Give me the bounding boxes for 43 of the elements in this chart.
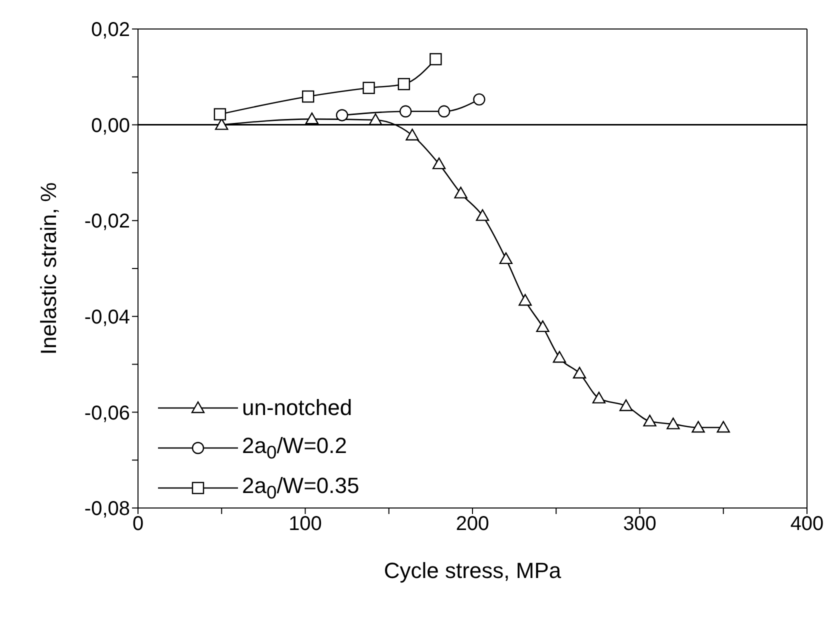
point xyxy=(214,108,226,120)
point xyxy=(716,420,730,433)
point xyxy=(536,320,550,332)
y-tick-label: -0,06 xyxy=(84,402,130,424)
point xyxy=(302,90,314,103)
point xyxy=(692,420,705,433)
point xyxy=(454,186,468,198)
point xyxy=(552,350,566,363)
legend-label: un-notched xyxy=(242,395,352,421)
x-tick-label: 100 xyxy=(288,513,322,536)
point xyxy=(572,366,586,378)
y-tick-label: 0,00 xyxy=(91,114,130,137)
x-tick-label: 400 xyxy=(790,513,824,536)
point xyxy=(592,392,606,404)
y-tick-label: -0,04 xyxy=(84,306,130,328)
point xyxy=(368,113,382,126)
point xyxy=(336,109,348,122)
point xyxy=(430,53,442,66)
point xyxy=(406,128,419,140)
point xyxy=(619,399,633,412)
x-tick-label: 0 xyxy=(132,513,144,536)
y-tick-label: 0,02 xyxy=(91,19,130,42)
x-tick-label: 300 xyxy=(623,513,656,536)
point xyxy=(432,157,446,170)
point xyxy=(305,112,319,124)
point xyxy=(476,209,490,221)
y-axis-title: Inelastic strain, % xyxy=(36,182,61,355)
y-tick-label: -0,08 xyxy=(84,498,130,520)
point xyxy=(473,93,486,106)
point xyxy=(362,82,375,94)
point xyxy=(666,418,680,430)
point xyxy=(438,105,450,118)
y-tick-label: -0,02 xyxy=(84,210,130,233)
point xyxy=(400,105,412,118)
point xyxy=(518,294,532,306)
point xyxy=(398,78,410,90)
x-axis-title: Cycle stress, MPa xyxy=(384,558,562,583)
x-tick-label: 200 xyxy=(456,513,490,536)
point xyxy=(499,252,513,264)
legend-label: 2a$_{0}$/W=0.35 xyxy=(242,472,360,504)
point xyxy=(643,414,656,426)
point xyxy=(215,118,228,130)
legend-label: 2a$_{0}$/W=0.2 xyxy=(242,432,347,464)
